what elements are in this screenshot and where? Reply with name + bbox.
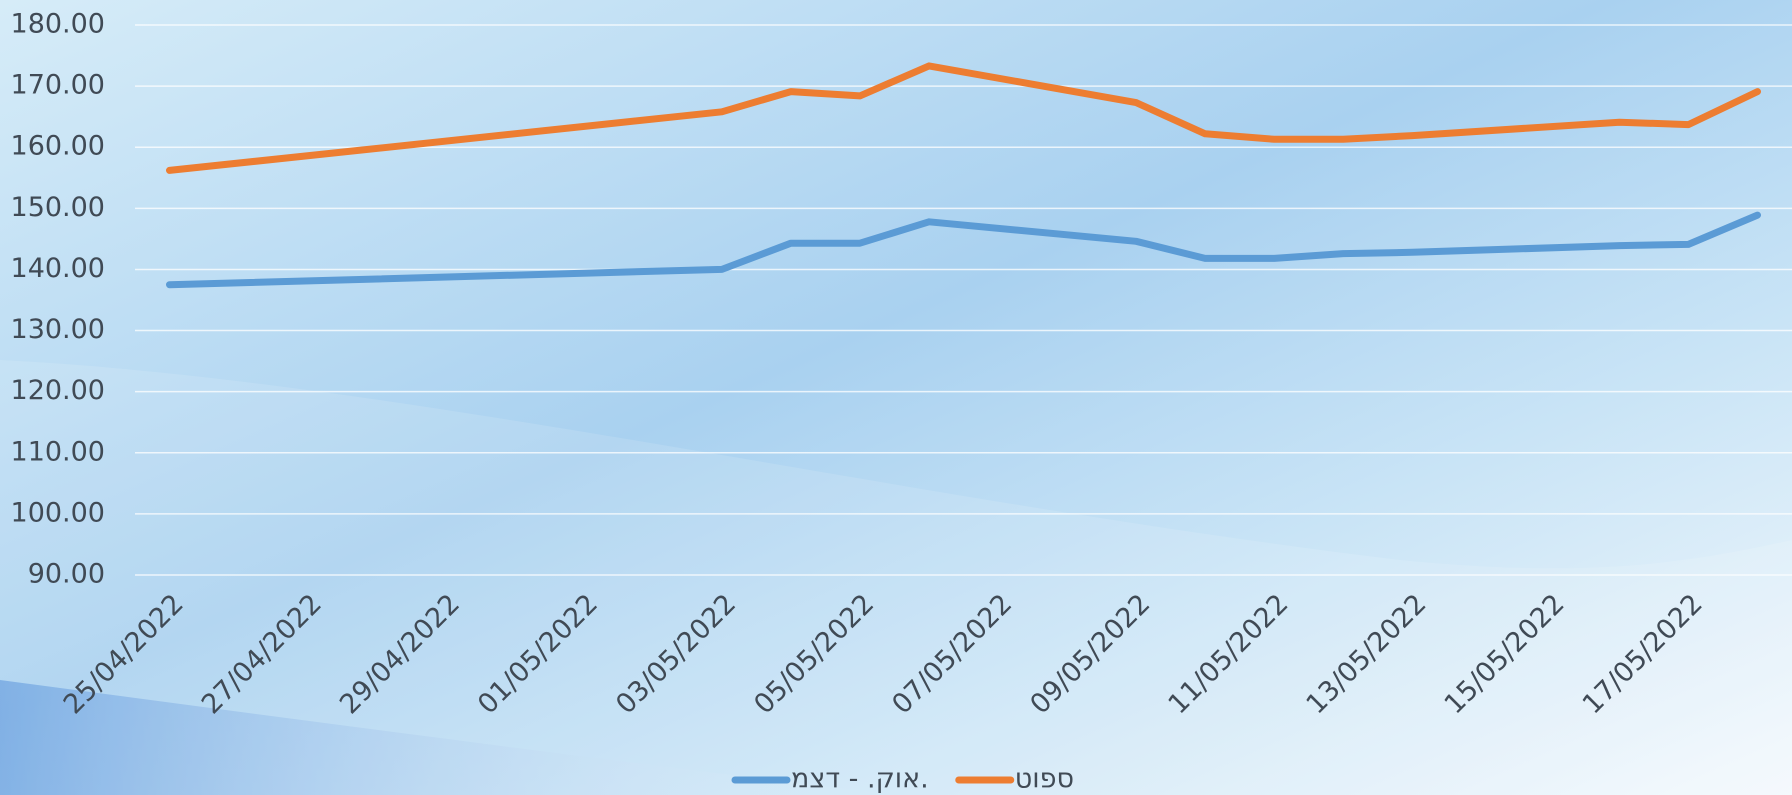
y-tick-label: 90.00	[28, 559, 105, 590]
y-tick-label: 110.00	[11, 436, 105, 467]
y-tick-label: 160.00	[11, 131, 105, 162]
series-line	[166, 211, 1761, 289]
background-wave	[0, 680, 900, 795]
legend-label: ספוט	[1015, 764, 1074, 795]
y-tick-label: 130.00	[11, 314, 105, 345]
y-tick-label: 120.00	[11, 375, 105, 406]
legend-label: אוק. - דצמ.	[791, 764, 929, 795]
series-line	[166, 62, 1761, 174]
y-tick-label: 170.00	[11, 70, 105, 101]
y-tick-label: 100.00	[11, 497, 105, 528]
legend: אוק. - דצמ. ספוט	[731, 764, 1074, 795]
y-tick-label: 180.00	[11, 9, 105, 40]
y-tick-label: 140.00	[11, 253, 105, 284]
background-wave	[0, 360, 1792, 795]
y-tick-label: 150.00	[11, 192, 105, 223]
